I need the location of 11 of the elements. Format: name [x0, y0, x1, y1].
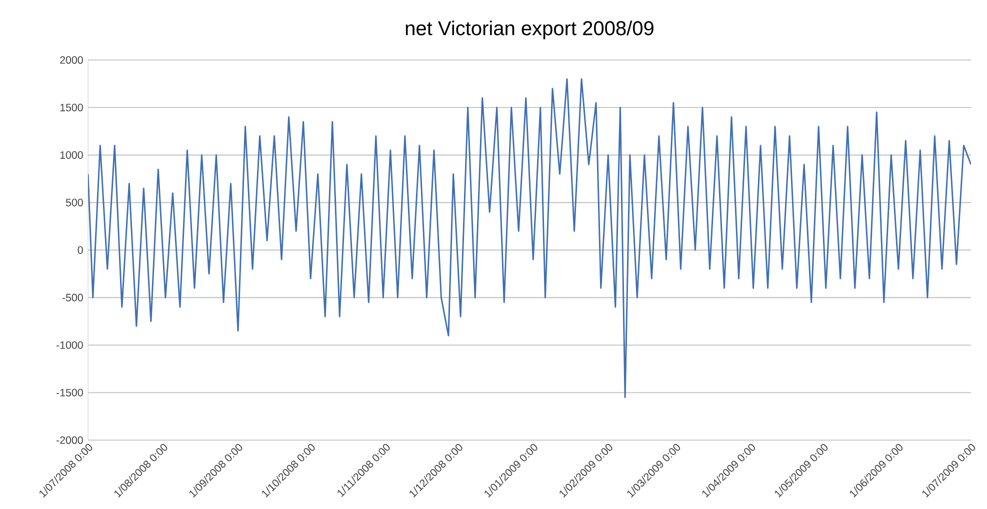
y-tick-label: 1000 [60, 151, 83, 159]
y-tick-label: -1000 [56, 341, 83, 349]
y-tick-label: -1500 [56, 388, 83, 396]
line-series [88, 78, 971, 398]
y-tick-label: -2000 [56, 436, 83, 444]
y-tick-label: 500 [66, 198, 83, 206]
y-tick-label: -500 [62, 294, 83, 302]
y-tick-label: 2000 [60, 56, 83, 64]
y-tick-label: 1500 [60, 104, 83, 112]
y-tick-label: 0 [78, 246, 83, 254]
chart-title: net Victorian export 2008/09 [406, 20, 654, 40]
